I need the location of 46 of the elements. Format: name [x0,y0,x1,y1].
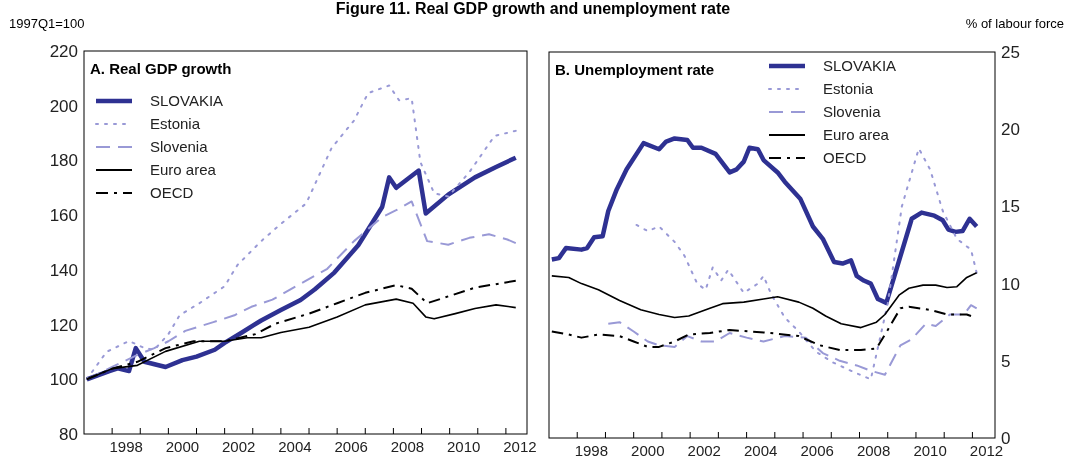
y-tick-label: 100 [49,370,78,390]
y-tick-label: 220 [49,41,78,61]
text: B. Unemployment rate [555,61,715,78]
y2-tick-label: 0 [1001,428,1011,448]
y2-tick-label: 15 [1001,197,1020,217]
x-tick-label: 2000 [165,438,200,455]
y-tick-label: 120 [49,315,78,335]
y-tick-label: 160 [49,206,78,226]
y-tick-label: 180 [49,151,78,171]
x-tick-label: 2004 [744,442,778,459]
y-tick-label: 140 [49,260,78,280]
x-tick-label: 1998 [574,442,609,459]
legend-label: Euro area [150,161,217,179]
y2-axis-title: % of labour force [965,16,1064,31]
x-tick-label: 2008 [856,442,891,459]
x-tick-label: 2002 [687,442,721,459]
legend-label: Euro area [823,126,890,144]
x-tick-label: 2000 [631,442,665,459]
x-tick-label: 2012 [503,438,537,455]
x-tick-label: 2004 [278,438,312,455]
y-tick-label: 200 [49,96,78,116]
legend-label: Slovenia [150,138,209,156]
legend-label: Estonia [823,80,874,98]
x-tick-label: 2002 [222,438,256,455]
legend-label: Estonia [150,115,201,133]
x-tick-label: 2006 [334,438,368,455]
legend-label: OECD [150,184,194,202]
x-tick-label: 1998 [109,438,143,455]
x-tick-label: 2008 [390,438,425,455]
line-series [550,305,973,351]
y2-tick-label: 5 [1001,351,1011,371]
y2-tick-label: 20 [1001,120,1020,140]
chart-title: Figure 11. Real GDP growth and unemployment rate [335,0,731,17]
text: A. Real GDP growth [90,60,232,77]
y2-tick-label: 10 [1001,274,1020,294]
legend-label: SLOVAKIA [150,92,224,110]
x-tick-label: 2010 [913,442,947,459]
x-tick-label: 2010 [447,438,481,455]
y-axis-title: 1997Q1=100 [9,16,85,31]
y2-tick-label: 25 [1001,42,1020,62]
line-series [551,271,978,329]
legend-label: OECD [823,149,867,167]
legend-label: Slovenia [823,103,882,121]
legend-label: SLOVAKIA [823,57,897,75]
y-tick-label: 80 [59,424,78,444]
x-tick-label: 2006 [800,442,834,459]
